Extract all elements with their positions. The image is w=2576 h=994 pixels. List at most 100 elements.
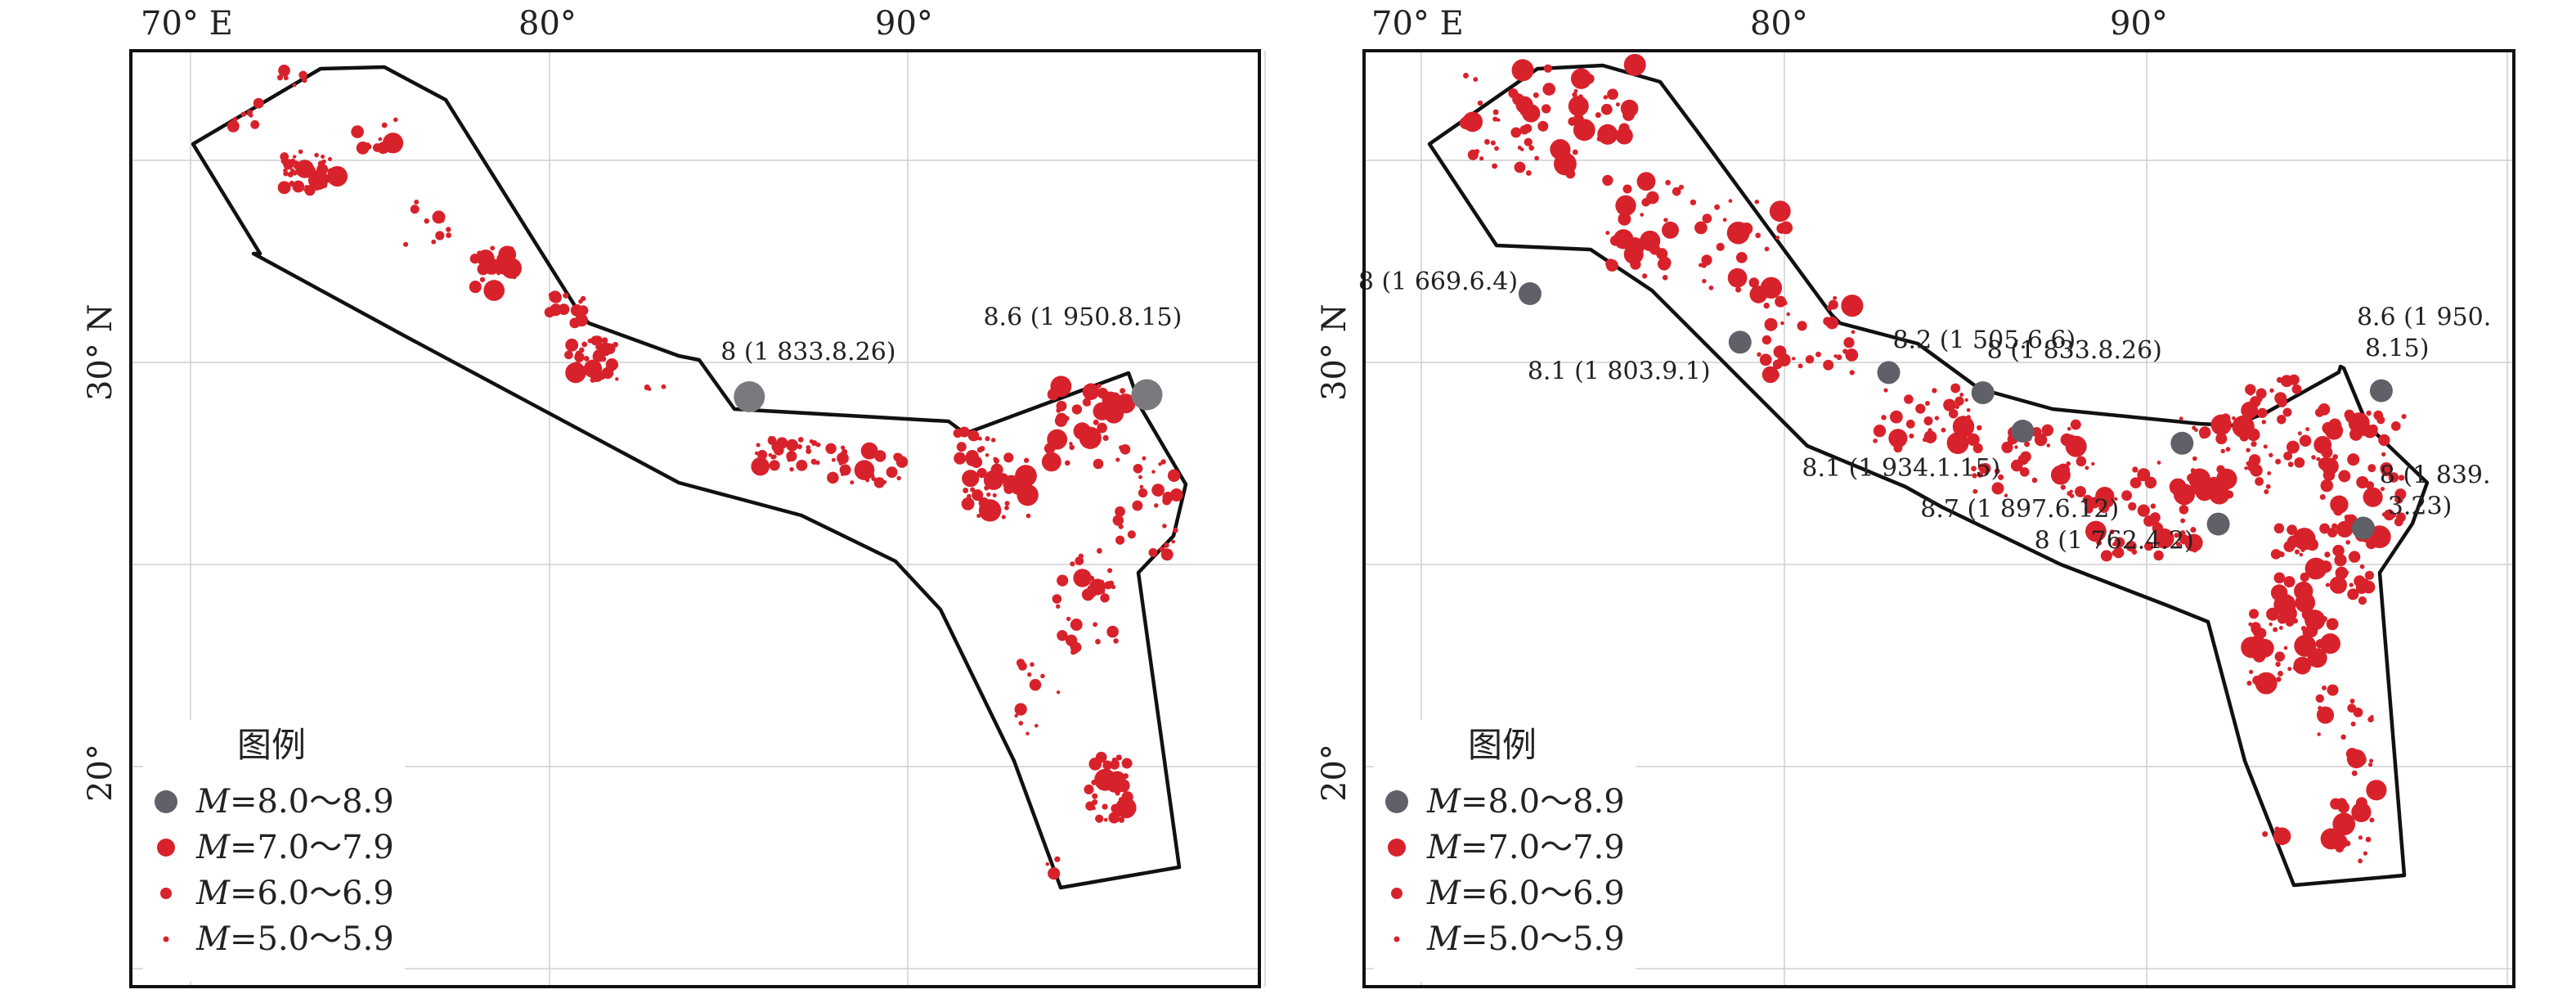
event-m6 (2019, 467, 2030, 477)
event-m7 (2154, 528, 2174, 549)
svg-text:M=8.0～8.9: M=8.0～8.9 (1426, 783, 1625, 821)
event-m6 (2128, 501, 2137, 511)
event-m5 (1115, 754, 1122, 761)
event-m5 (575, 350, 581, 357)
event-m6 (1121, 758, 1133, 769)
event-m7 (483, 280, 505, 301)
event-m6 (2277, 614, 2288, 624)
event-m5 (1123, 773, 1129, 780)
event-m5 (1998, 474, 2004, 480)
event-m5 (979, 445, 985, 452)
event-m5 (2192, 456, 2197, 461)
event-m6 (1524, 137, 1533, 146)
event-m6 (2388, 472, 2399, 483)
event-m7 (1946, 432, 1969, 455)
svg-text:M=5.0～5.9: M=5.0～5.9 (195, 920, 394, 958)
event-m5 (1070, 561, 1075, 567)
event-m6 (2283, 576, 2296, 588)
event-m7 (2050, 465, 2071, 485)
event-m5 (2283, 645, 2288, 650)
event-m5 (1722, 218, 1727, 223)
event-m5 (1066, 616, 1071, 622)
event-m5 (1826, 304, 1833, 311)
event-m5 (1662, 274, 1668, 281)
event-m6 (1106, 625, 1119, 638)
event-m6 (1761, 335, 1772, 345)
event-m6 (1543, 64, 1552, 73)
svg-text:M=8.0～8.9: M=8.0～8.9 (195, 783, 394, 821)
event-m5 (1159, 546, 1165, 552)
event-m5 (1054, 856, 1061, 862)
event-m6 (2188, 484, 2199, 495)
event-m6 (2075, 485, 2086, 497)
event-m7 (1073, 422, 1092, 440)
event-m6 (2373, 410, 2384, 421)
event-m6 (590, 335, 601, 346)
event-m7 (2293, 656, 2312, 675)
event-m6 (1120, 807, 1129, 816)
event-m5 (1755, 232, 1761, 239)
major-event-label: 8.6 (1 950.8.15) (983, 304, 1182, 332)
event-m7 (2329, 576, 2347, 594)
event-m7 (1082, 383, 1100, 400)
event-m6 (1748, 277, 1760, 288)
event-m7 (1597, 124, 1618, 145)
event-m5 (309, 182, 315, 187)
event-m6 (592, 349, 606, 362)
event-m5 (1064, 460, 1070, 466)
event-m6 (2368, 427, 2378, 437)
event-m6 (1609, 235, 1621, 246)
event-m6 (2257, 407, 2268, 418)
event-m5 (1477, 100, 1483, 106)
event-m6 (2285, 618, 2295, 627)
event-m5 (1742, 257, 1747, 262)
event-m5 (1881, 415, 1887, 421)
event-m7 (1511, 59, 1534, 82)
event-m5 (2066, 461, 2071, 466)
event-m6 (565, 338, 579, 352)
event-m5 (579, 347, 585, 353)
legend-range-m7: =7.0～7.9 (230, 829, 394, 866)
event-m6 (1843, 337, 1855, 349)
event-m5 (581, 341, 588, 348)
event-m5 (2175, 542, 2181, 547)
event-m6 (894, 452, 903, 462)
legend-symbol-m5 (1393, 936, 1400, 942)
event-m5 (2381, 452, 2386, 457)
event-m5 (2269, 622, 2273, 627)
event-m6 (2215, 433, 2228, 445)
event-m5 (2248, 669, 2254, 674)
event-m5 (2232, 416, 2236, 421)
legend-title: 图例 (1468, 725, 1537, 765)
event-m6 (2287, 535, 2300, 548)
event-m6 (1052, 594, 1062, 604)
event-m6 (2125, 540, 2137, 552)
event-m5 (2156, 461, 2161, 465)
event-m5 (2248, 622, 2253, 627)
event-m5 (1113, 638, 1119, 644)
event-m6 (1759, 353, 1772, 367)
event-m5 (1836, 354, 1842, 361)
event-m5 (1091, 779, 1097, 785)
event-m5 (2031, 477, 2038, 484)
event-m6 (2270, 549, 2282, 560)
event-m6 (1797, 321, 1807, 331)
event-m5 (613, 341, 618, 348)
event-m6 (316, 164, 329, 176)
event-m5 (1763, 302, 1770, 309)
event-m7 (1102, 391, 1120, 408)
event-m6 (2378, 434, 2390, 447)
event-m5 (1119, 445, 1124, 450)
event-m6 (2277, 397, 2287, 407)
event-m6 (2347, 588, 2359, 600)
event-m5 (381, 122, 388, 128)
event-m5 (2278, 670, 2283, 677)
event-m6 (2266, 607, 2280, 621)
event-m6 (2010, 459, 2023, 472)
axis-labels: 70° E 80° 90° 30° N 20° (82, 5, 933, 802)
event-m6 (2287, 524, 2297, 535)
event-m6 (1618, 212, 1631, 226)
event-m5 (1025, 513, 1031, 519)
event-m5 (2367, 762, 2373, 767)
